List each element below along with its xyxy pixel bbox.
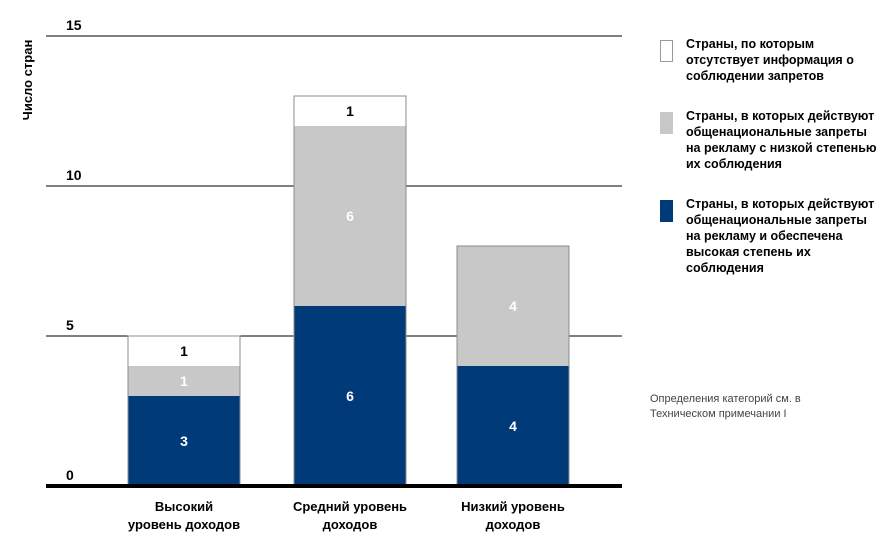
data-label: 4 xyxy=(509,298,517,314)
x-tick-label: уровень доходов xyxy=(128,517,240,532)
data-label: 1 xyxy=(180,343,188,359)
y-tick-label: 15 xyxy=(66,17,82,33)
legend-label-line: Страны, по которым xyxy=(686,37,815,51)
bar-segment xyxy=(294,306,406,486)
legend-label-line: Страны, в которых действуют xyxy=(686,197,875,211)
x-tick-label: доходов xyxy=(323,517,378,532)
bar-segment xyxy=(128,396,240,486)
bar-segment xyxy=(457,246,569,366)
bar-segment xyxy=(128,366,240,396)
data-label: 1 xyxy=(346,103,354,119)
definitions-note: Определения категорий см. в Техническом … xyxy=(650,392,850,422)
y-tick-labels: 0 5 10 15 xyxy=(66,17,82,483)
bars xyxy=(127,95,570,487)
legend-label-line: высокая степень их xyxy=(686,245,811,259)
y-tick-label: 5 xyxy=(66,317,74,333)
legend-label-line: на рекламу и обеспечена xyxy=(686,229,843,243)
category-labels: Высокий уровень доходов Средний уровень дох… xyxy=(128,499,565,532)
data-label: 4 xyxy=(509,418,517,434)
legend-item: Страны, в которых действуют общенациональ… xyxy=(660,196,892,276)
legend-label-line: их соблюдения xyxy=(686,157,782,171)
bar-segment xyxy=(128,336,240,366)
y-axis-label: Число стран xyxy=(20,40,35,121)
legend: Страны, по которым отсутствует информация… xyxy=(660,36,892,276)
legend-label-line: отсутствует информация о xyxy=(686,53,854,67)
legend-swatch xyxy=(660,40,673,62)
data-label: 6 xyxy=(346,388,354,404)
x-tick-label: Высокий xyxy=(155,499,213,514)
legend-swatch xyxy=(660,112,673,134)
bar-segment xyxy=(294,126,406,306)
legend-label-line: на рекламу с низкой степенью xyxy=(686,141,877,155)
legend-label-line: общенациональные запреты xyxy=(686,213,867,227)
bar-segment xyxy=(457,366,569,486)
legend-swatch xyxy=(660,200,673,222)
data-label: 3 xyxy=(180,433,188,449)
x-tick-label: доходов xyxy=(486,517,541,532)
legend-item: Страны, по которым отсутствует информация… xyxy=(660,36,892,84)
y-tick-label: 10 xyxy=(66,167,82,183)
x-tick-label: Низкий уровень xyxy=(461,499,565,514)
bar-segment xyxy=(294,96,406,126)
legend-label: Страны, в которых действуют общенациональ… xyxy=(686,108,892,172)
x-tick-label: Средний уровень xyxy=(293,499,407,514)
legend-label-line: общенациональные запреты xyxy=(686,125,867,139)
legend-label-line: соблюдении запретов xyxy=(686,69,824,83)
value-labels: 3 1 1 6 6 1 4 4 xyxy=(180,103,517,449)
legend-label-line: Страны, в которых действуют xyxy=(686,109,875,123)
legend-label-line: соблюдения xyxy=(686,261,764,275)
note-line: Техническом примечании I xyxy=(650,408,787,420)
legend-label: Страны, в которых действуют общенациональ… xyxy=(686,196,892,276)
data-label: 1 xyxy=(180,373,188,389)
data-label: 6 xyxy=(346,208,354,224)
note-line: Определения категорий см. в xyxy=(650,393,801,405)
legend-item: Страны, в которых действуют общенациональ… xyxy=(660,108,892,172)
legend-label: Страны, по которым отсутствует информация… xyxy=(686,36,892,84)
y-tick-label: 0 xyxy=(66,467,74,483)
